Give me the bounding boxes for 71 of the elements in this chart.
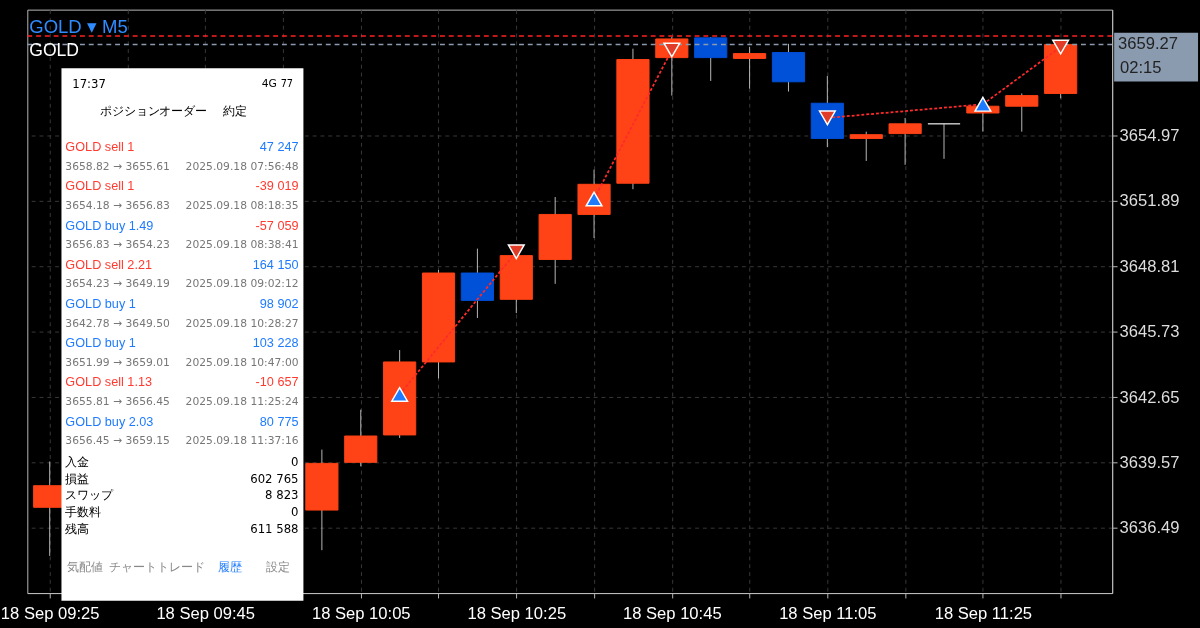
annotation: 2025.09.18 08:18:35 [185,198,299,212]
annotation: 手数料 [65,504,102,519]
annotation: 3658.82 → 3655.61 [65,159,170,173]
y-tick-label: 3648.81 [1119,256,1180,276]
annotation: 2025.09.18 07:56:48 [185,159,299,173]
x-tick-label: 18 Sep 10:25 [467,603,567,623]
annotation: 611 588 [250,521,299,536]
annotation: 103 228 [252,336,299,351]
annotation: 2025.09.18 10:28:27 [185,316,299,330]
annotation: 3642.78 → 3649.50 [65,316,170,330]
annotation: 3651.99 → 3659.01 [65,355,170,369]
annotation: 4G [261,76,277,90]
annotation: 98 902 [259,296,299,311]
annotation: 損益 [65,471,90,486]
annotation: GOLD buy 1.49 [65,218,154,233]
annotation: GOLD sell 1.13 [65,375,153,390]
annotation: 3655.81 → 3656.45 [65,394,170,408]
annotation: 残高 [65,521,90,536]
x-tick-label: 18 Sep 10:05 [311,603,411,623]
chart-title: GOLD ▾ M5 [29,16,128,38]
annotation: GOLD buy 2.03 [65,414,154,429]
annotation: 8 823 [265,488,299,503]
annotation: 2025.09.18 08:38:41 [185,238,299,252]
annotation: 0 [291,504,299,519]
y-tick-label: 3645.73 [1119,322,1180,342]
y-tick-label: 3651.89 [1119,191,1180,211]
text: GOLD [29,39,79,60]
annotation: スワップ [65,488,115,503]
annotation: チャート [109,559,158,574]
annotation: 602 765 [250,471,299,486]
text: 02:15 [1120,58,1162,78]
ref-line-label: 3659.27 [1118,34,1178,54]
y-tick-label: 3654.97 [1119,126,1180,146]
annotation: 3656.45 → 3659.15 [65,434,170,448]
annotation: 入金 [65,455,90,470]
x-tick-label: 18 Sep 11:25 [934,603,1033,623]
annotation: -57 059 [255,218,299,233]
annotation: 2025.09.18 09:02:12 [185,277,299,291]
annotation: オーダー [159,104,208,119]
annotation: 気配値 [66,559,103,574]
annotation: 2025.09.18 11:25:24 [185,394,299,408]
x-tick-label: 18 Sep 11:05 [779,603,877,623]
annotation: 17:37 [72,76,106,91]
annotation: GOLD buy 1 [65,296,136,311]
annotation: 77 [280,77,294,89]
annotation: GOLD sell 1 [65,140,135,155]
annotation: 3654.18 → 3656.83 [65,198,170,212]
y-tick-label: 3642.65 [1119,387,1180,407]
annotation: ポジション [99,104,160,119]
annotation: -39 019 [255,179,299,194]
y-tick-label: 3639.57 [1119,452,1180,472]
annotation: 0 [291,455,299,470]
annotation: 2025.09.18 10:47:00 [185,355,299,369]
annotation: 設定 [266,559,291,574]
annotation: 80 775 [259,414,299,429]
annotation: 164 150 [252,257,299,272]
annotation: GOLD sell 1 [65,179,135,194]
annotation: トレード [157,559,206,574]
annotation: 2025.09.18 11:37:16 [185,434,299,448]
y-tick-label: 3636.49 [1119,518,1180,538]
annotation: 約定 [223,104,248,119]
annotation: 履歴 [217,559,242,574]
annotation: 3654.23 → 3649.19 [65,277,170,291]
annotation: 47 247 [259,140,299,155]
x-tick-label: 18 Sep 09:25 [0,603,100,623]
annotation: GOLD sell 2.21 [65,257,153,272]
annotation: 3656.83 → 3654.23 [65,238,170,252]
annotation: -10 657 [255,375,299,390]
annotation: GOLD buy 1 [65,336,136,351]
x-tick-label: 18 Sep 09:45 [156,603,256,623]
x-tick-label: 18 Sep 10:45 [622,603,722,623]
